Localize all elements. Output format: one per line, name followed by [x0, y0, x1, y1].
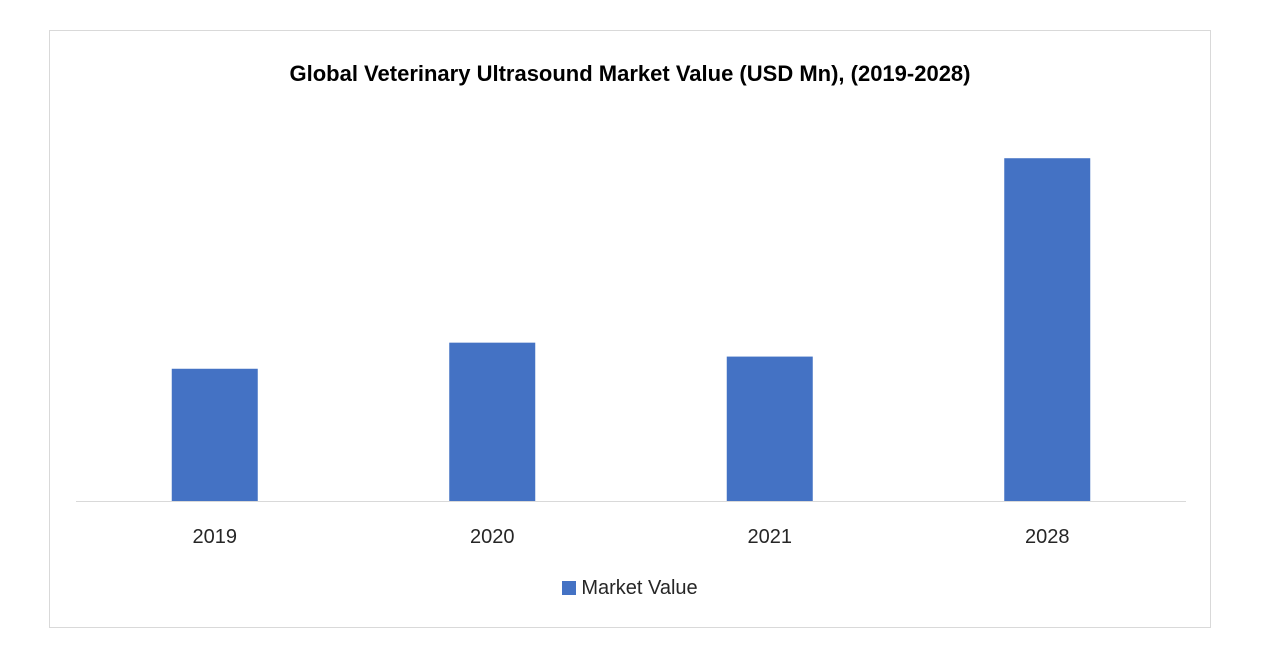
x-axis-tick-labels: 2019 2020 2021 2028 — [193, 526, 1070, 548]
x-tick-label-2019: 2019 — [193, 526, 238, 548]
bar-2021 — [726, 356, 813, 501]
bar-2019 — [171, 368, 258, 501]
legend-swatch — [562, 581, 577, 595]
legend-label: Market Value — [581, 577, 698, 599]
x-tick-label-2028: 2028 — [1025, 526, 1070, 548]
legend: Market Value — [50, 577, 1210, 600]
bar-2020 — [449, 342, 536, 501]
chart-frame: Global Veterinary Ultrasound Market Valu… — [49, 30, 1211, 628]
bar-2028 — [1004, 158, 1091, 501]
x-tick-label-2021: 2021 — [748, 526, 793, 548]
x-tick-label-2020: 2020 — [470, 526, 515, 548]
chart-plot-area: 2019 2020 2021 2028 — [76, 158, 1186, 548]
bar-series-market-value — [171, 158, 1091, 501]
chart-title: Global Veterinary Ultrasound Market Valu… — [289, 61, 971, 86]
